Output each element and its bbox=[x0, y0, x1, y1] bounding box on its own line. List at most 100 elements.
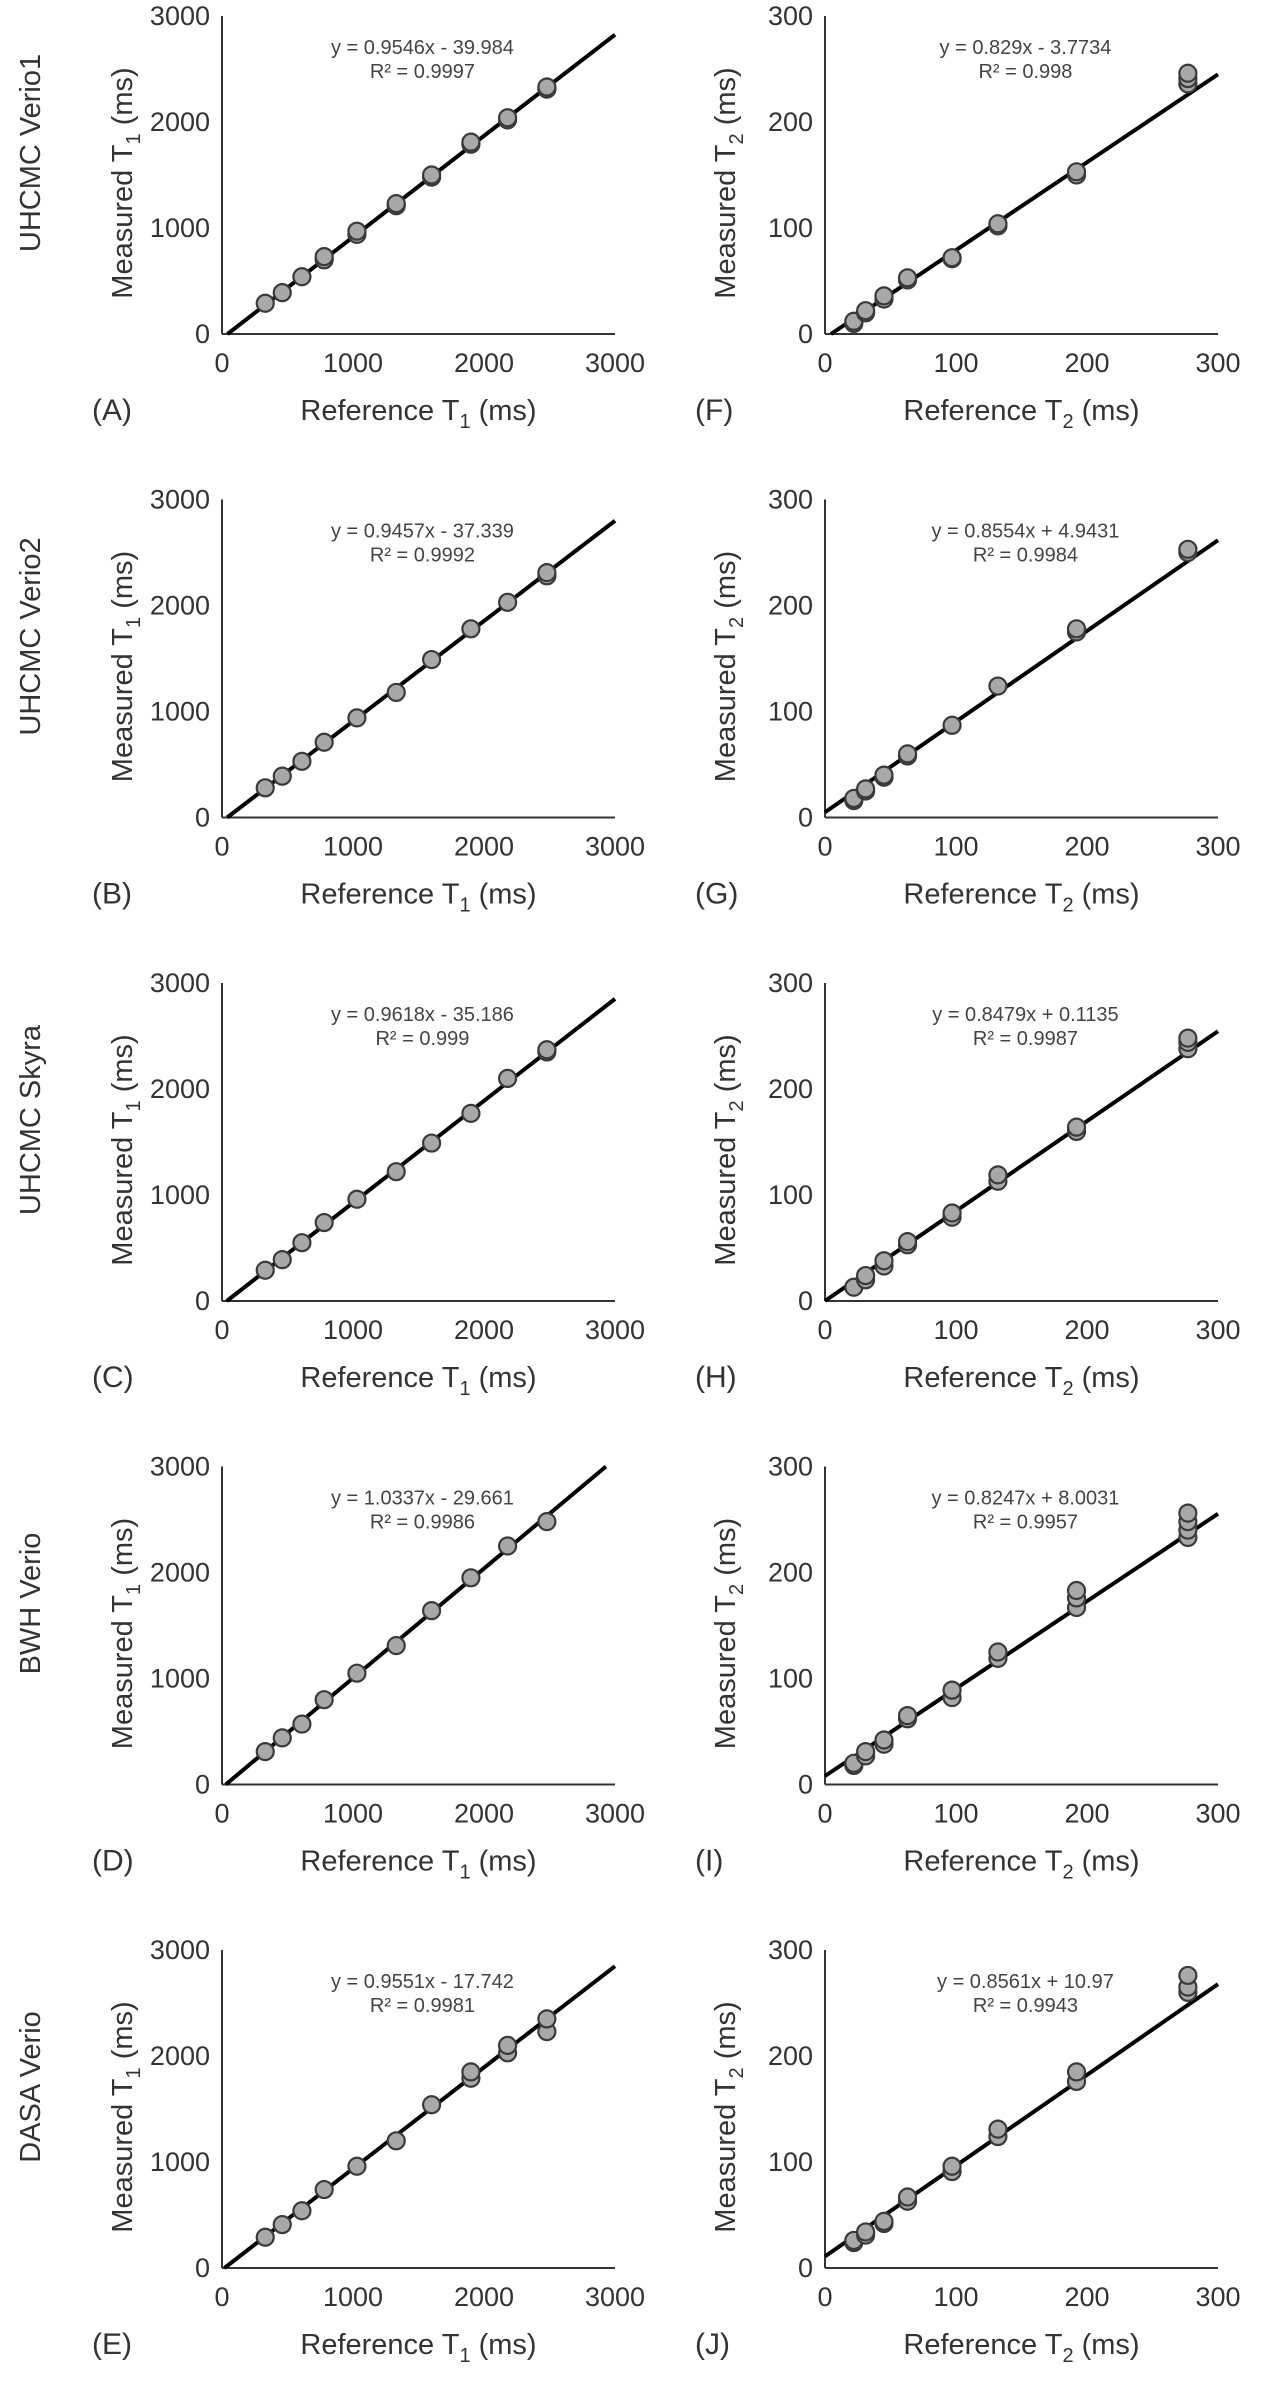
x-tick-label: 100 bbox=[933, 832, 978, 862]
x-axis-label: Reference T1 (ms) bbox=[300, 395, 536, 433]
y-axis-label-subscript: 1 bbox=[123, 617, 145, 628]
y-axis-label-subscript: 2 bbox=[726, 1100, 748, 1111]
r-squared-label: R² = 0.9957 bbox=[973, 1512, 1078, 1534]
data-point bbox=[874, 765, 894, 785]
panel-letter: (F) bbox=[695, 394, 733, 427]
x-tick-label: 100 bbox=[933, 1799, 978, 1829]
x-axis-label-subscript: 2 bbox=[1062, 895, 1073, 917]
y-tick-label: 2000 bbox=[150, 1074, 210, 1104]
data-point bbox=[272, 1728, 292, 1748]
data-point bbox=[942, 1203, 962, 1223]
x-axis-label-text: Reference T bbox=[903, 1362, 1062, 1394]
y-axis-label-unit: (ms) bbox=[107, 1518, 139, 1584]
x-tick-label: 100 bbox=[933, 2282, 978, 2312]
x-tick-label: 0 bbox=[214, 348, 229, 378]
trendline-equation: y = 0.9618x - 35.186 bbox=[331, 1004, 514, 1026]
panel-b: 0 1000 2000 3000 0 1000 2000 3000 y = 0.9457x - … bbox=[92, 485, 645, 917]
data-point bbox=[292, 1714, 312, 1734]
trendline-equation: y = 0.8479x + 0.1135 bbox=[932, 1004, 1118, 1026]
row-labels: UHCMC Verio1 UHCMC Verio2 UHCMC Skyra BWH V… bbox=[15, 54, 47, 2163]
y-axis-label-unit: (ms) bbox=[107, 1034, 139, 1100]
r-squared-label: R² = 0.9997 bbox=[370, 61, 475, 83]
data-point bbox=[255, 1742, 275, 1762]
x-tick-label: 0 bbox=[817, 832, 832, 862]
data-point bbox=[347, 1663, 367, 1683]
x-tick-label: 1000 bbox=[323, 2282, 383, 2312]
x-axis-label-subscript: 1 bbox=[459, 2345, 470, 2367]
data-point bbox=[537, 563, 557, 583]
y-axis-label-subscript: 2 bbox=[726, 617, 748, 628]
y-tick-label: 200 bbox=[768, 2041, 813, 2071]
x-tick-label: 200 bbox=[1064, 348, 1109, 378]
y-tick-label: 100 bbox=[768, 1180, 813, 1210]
y-axis-label-text: Measured T bbox=[710, 2078, 742, 2232]
data-point bbox=[386, 194, 406, 214]
r-squared-label: R² = 0.998 bbox=[978, 61, 1072, 83]
data-point bbox=[942, 248, 962, 268]
data-point bbox=[422, 649, 442, 670]
data-point bbox=[897, 2187, 918, 2207]
x-tick-label: 0 bbox=[817, 348, 832, 378]
data-point bbox=[292, 2201, 312, 2221]
data-point bbox=[1066, 1580, 1087, 1601]
trendline-equation: y = 1.0337x - 29.661 bbox=[331, 1488, 514, 1510]
data-point bbox=[272, 1250, 292, 1270]
x-tick-label: 0 bbox=[214, 1799, 229, 1829]
x-tick-label: 2000 bbox=[454, 832, 514, 862]
x-axis-label-subscript: 2 bbox=[1062, 411, 1073, 433]
panel-letter: (J) bbox=[695, 2328, 730, 2361]
trendline bbox=[823, 1982, 1220, 2259]
y-tick-label: 3000 bbox=[150, 968, 210, 998]
data-point bbox=[897, 1705, 918, 1726]
x-tick-label: 0 bbox=[214, 1315, 229, 1345]
y-tick-label: 0 bbox=[798, 319, 813, 349]
y-axis-label-subscript: 1 bbox=[123, 1100, 145, 1111]
data-point bbox=[347, 1189, 367, 1209]
y-axis-label-subscript: 2 bbox=[726, 133, 748, 144]
y-axis-label: Measured T1 (ms) bbox=[107, 67, 145, 298]
data-point bbox=[856, 2222, 876, 2242]
y-axis-label: Measured T1 (ms) bbox=[107, 551, 145, 782]
x-axis-label-unit: (ms) bbox=[1074, 395, 1140, 427]
x-tick-label: 3000 bbox=[585, 832, 645, 862]
y-axis-label-subscript: 1 bbox=[123, 1584, 145, 1595]
panel-letter: (H) bbox=[695, 1361, 737, 1394]
y-tick-label: 300 bbox=[768, 485, 813, 515]
trendline-equation: y = 0.9457x - 37.339 bbox=[331, 521, 514, 543]
x-tick-label: 300 bbox=[1195, 832, 1240, 862]
x-tick-label: 0 bbox=[817, 1315, 832, 1345]
x-tick-label: 3000 bbox=[585, 1799, 645, 1829]
y-tick-label: 0 bbox=[195, 2253, 210, 2283]
y-tick-label: 0 bbox=[195, 319, 210, 349]
y-axis-label: Measured T1 (ms) bbox=[107, 2001, 145, 2232]
data-point bbox=[347, 2156, 367, 2176]
y-axis-label: Measured T1 (ms) bbox=[107, 1034, 145, 1265]
panel-h: 0 100 200 300 0 100 200 300 y = 0.8479x + 0.1135… bbox=[695, 968, 1241, 1400]
y-axis-label-subscript: 1 bbox=[123, 2067, 145, 2078]
data-point bbox=[856, 1265, 876, 1286]
x-axis-label-text: Reference T bbox=[300, 2329, 459, 2361]
y-tick-label: 0 bbox=[798, 1770, 813, 1800]
data-point bbox=[461, 1103, 481, 1123]
panel-c: 0 1000 2000 3000 0 1000 2000 3000 y = 0.9618x - … bbox=[92, 968, 645, 1400]
x-axis-label-text: Reference T bbox=[903, 2329, 1062, 2361]
x-tick-label: 200 bbox=[1064, 1315, 1109, 1345]
data-point bbox=[497, 108, 518, 128]
x-axis-label-text: Reference T bbox=[903, 879, 1062, 911]
y-tick-label: 100 bbox=[768, 213, 813, 243]
data-point bbox=[1178, 63, 1198, 83]
data-point bbox=[422, 165, 442, 185]
data-point bbox=[386, 1162, 406, 1182]
x-tick-label: 2000 bbox=[454, 348, 514, 378]
data-point bbox=[314, 247, 334, 267]
x-tick-label: 300 bbox=[1195, 1315, 1240, 1345]
data-point bbox=[874, 1730, 894, 1750]
x-axis-label-text: Reference T bbox=[300, 879, 459, 911]
panel-letter: (C) bbox=[92, 1361, 134, 1394]
x-tick-label: 300 bbox=[1195, 2282, 1240, 2312]
data-point bbox=[537, 1512, 557, 1532]
data-point bbox=[897, 1232, 918, 1252]
x-tick-label: 0 bbox=[817, 1799, 832, 1829]
row-label: DASA Verio bbox=[15, 2011, 47, 2163]
